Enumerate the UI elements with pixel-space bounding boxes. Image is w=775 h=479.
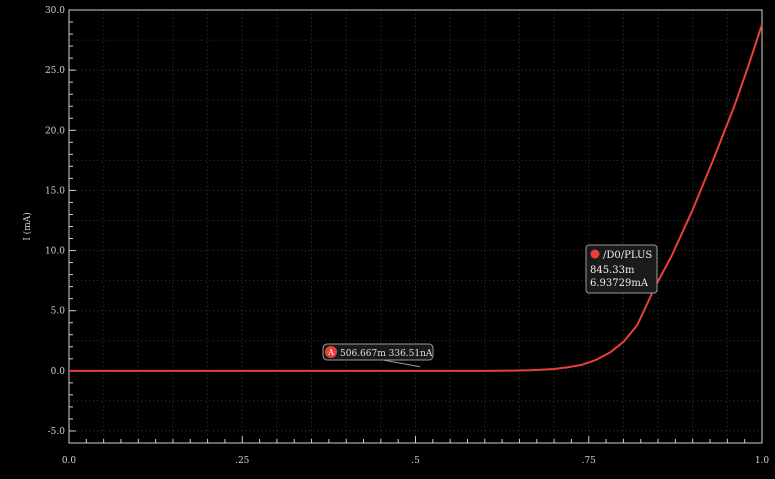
y-axis-label: I (mA) xyxy=(22,212,33,240)
marker-a-leader xyxy=(382,359,421,368)
y-tick-label: 30.0 xyxy=(45,6,65,16)
x-tick-label: .5 xyxy=(411,456,420,466)
y-tick-label: 5.0 xyxy=(51,307,66,317)
marker-a-badge xyxy=(325,346,337,358)
series-line-d0-plus xyxy=(69,24,763,372)
axes: 0.0 .25 .5 .75 1.0 -5.0 0.0 5.0 10.0 15.0 20.0 25.0… xyxy=(22,6,769,466)
traces xyxy=(69,24,763,372)
cursor-series-name: /D0/PLUS xyxy=(603,250,652,261)
y-tick-label: 15.0 xyxy=(45,186,65,196)
y-tick-label: 20.0 xyxy=(45,126,65,136)
cursor-y-value: 6.93729mA xyxy=(590,278,649,289)
y-tick-label: 25.0 xyxy=(45,66,65,76)
y-tick-label: 10.0 xyxy=(45,247,65,257)
x-tick-label: 0.0 xyxy=(62,456,77,466)
marker-a-box xyxy=(322,343,434,361)
grid xyxy=(69,9,762,443)
x-tick-label: .25 xyxy=(235,456,250,466)
markers: A 506.667m 336.51nA/D0/PLUS 845.33m 6.93729… xyxy=(322,244,658,368)
marker-a-label: 506.667m 336.51nA xyxy=(340,349,433,359)
y-tick-label: -5.0 xyxy=(48,427,66,437)
series-legend-dot xyxy=(590,249,600,259)
cursor-x-value: 845.33m xyxy=(590,265,635,276)
cursor-readout-box xyxy=(585,244,658,294)
y-tick-label: 0.0 xyxy=(51,367,66,377)
x-tick-label: .75 xyxy=(582,456,597,466)
marker-a-badge-text: A xyxy=(327,348,334,357)
x-tick-label: 1.0 xyxy=(755,456,770,466)
